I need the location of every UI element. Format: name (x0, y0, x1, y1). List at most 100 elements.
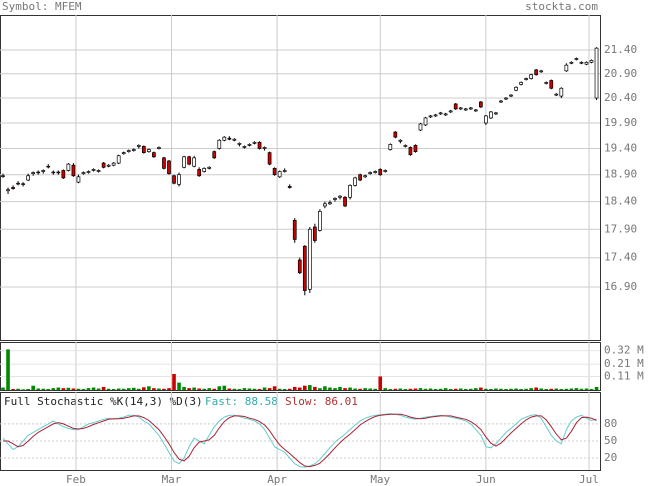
volume-bar (403, 389, 408, 390)
candle-body (162, 157, 166, 169)
candle-body (71, 164, 76, 177)
candle-body (227, 137, 232, 140)
candle-body (282, 170, 287, 172)
volume-bar (584, 388, 589, 390)
volume-bar (554, 388, 559, 390)
volume-bar (111, 389, 116, 390)
volume-bar (438, 388, 443, 390)
y-tick-label: 80 (604, 417, 617, 430)
volume-bar (514, 388, 518, 390)
volume-bar (308, 385, 312, 390)
y-tick-label: 20 (604, 451, 617, 464)
candle-body (126, 150, 131, 152)
volume-bar (232, 388, 237, 390)
candle-body (242, 146, 247, 148)
candle-body (26, 175, 30, 181)
candle-body (348, 185, 352, 198)
volume-bar (303, 385, 307, 390)
candle-body (187, 156, 191, 165)
volume-bar (574, 388, 579, 390)
candle-body (121, 152, 126, 155)
candle-body (574, 58, 579, 60)
candle-body (569, 61, 574, 64)
candle-body (307, 228, 312, 290)
candle-body (509, 94, 513, 97)
y-tick-label: 0.21 M (604, 357, 644, 370)
candle-body (1, 175, 5, 177)
volume-bar (353, 388, 357, 390)
volume-bar (423, 388, 428, 390)
candle-body (66, 163, 71, 171)
volume-bar (147, 386, 151, 390)
candle-body (519, 82, 523, 85)
candle-body (443, 113, 448, 116)
volume-bar (443, 388, 448, 390)
volume-bar (162, 388, 166, 390)
volume-bar (21, 389, 25, 390)
volume-bar (368, 388, 372, 390)
volume-bar (408, 388, 413, 390)
candle-body (192, 157, 196, 167)
candle-body (318, 211, 322, 231)
y-tick-label: 19.40 (604, 141, 637, 154)
volume-bar (534, 387, 538, 390)
volume-bar (157, 388, 161, 390)
panel-frame (0, 342, 601, 391)
volume-bar (46, 389, 51, 390)
y-tick-label: 16.90 (604, 280, 637, 293)
y-tick-label: 20.90 (604, 67, 637, 80)
candle-body (262, 147, 267, 149)
volume-bar (433, 389, 438, 390)
candle-body (524, 78, 528, 80)
candle-body (559, 87, 564, 97)
volume-bar (41, 388, 46, 390)
candle-body (398, 139, 403, 142)
candle-body (56, 171, 61, 174)
candle-body (323, 203, 327, 207)
volume-bar (86, 388, 91, 390)
volume-bar (26, 389, 30, 390)
candle-body (86, 171, 91, 173)
volume-bar (287, 388, 292, 390)
candle-body (383, 170, 388, 172)
volume-bar (388, 389, 393, 390)
volume-bar (524, 388, 528, 390)
volume-bar (338, 386, 342, 390)
candle-body (529, 74, 534, 79)
volume-bar (463, 389, 468, 390)
candle-body (544, 82, 549, 84)
candle-body (116, 155, 121, 164)
volume-bar (343, 388, 347, 390)
volume-bar (36, 388, 41, 390)
candle-body (252, 141, 257, 144)
panel-frame (0, 392, 601, 471)
candle-body (554, 93, 559, 96)
candle-body (504, 97, 508, 100)
symbol: Symbol: MFEM (2, 0, 82, 13)
volume-bar (152, 388, 156, 390)
x-tick-label: May (370, 473, 390, 486)
panel-frame (0, 15, 601, 341)
volume-bar (569, 388, 574, 390)
candle-body (463, 108, 468, 111)
candle-body (212, 151, 217, 159)
volume-bar (529, 388, 533, 390)
volume-bar (448, 389, 453, 390)
candle-body (91, 169, 96, 171)
volume-bar (282, 389, 287, 390)
x-tick-label: Apr (267, 473, 287, 486)
candle-body (277, 171, 282, 178)
candle-body (36, 171, 41, 174)
volume-bar (137, 388, 141, 390)
volume-bar (589, 389, 594, 390)
candle-body (313, 226, 317, 241)
volume-bar (474, 388, 478, 390)
candle-body (549, 80, 554, 89)
candle-body (51, 171, 56, 174)
volume-bar (252, 388, 257, 390)
volume-bar (373, 388, 378, 390)
candle-body (353, 177, 357, 186)
candle-body (368, 172, 373, 174)
y-tick-label: 18.90 (604, 168, 637, 181)
volume-bar (227, 388, 232, 390)
